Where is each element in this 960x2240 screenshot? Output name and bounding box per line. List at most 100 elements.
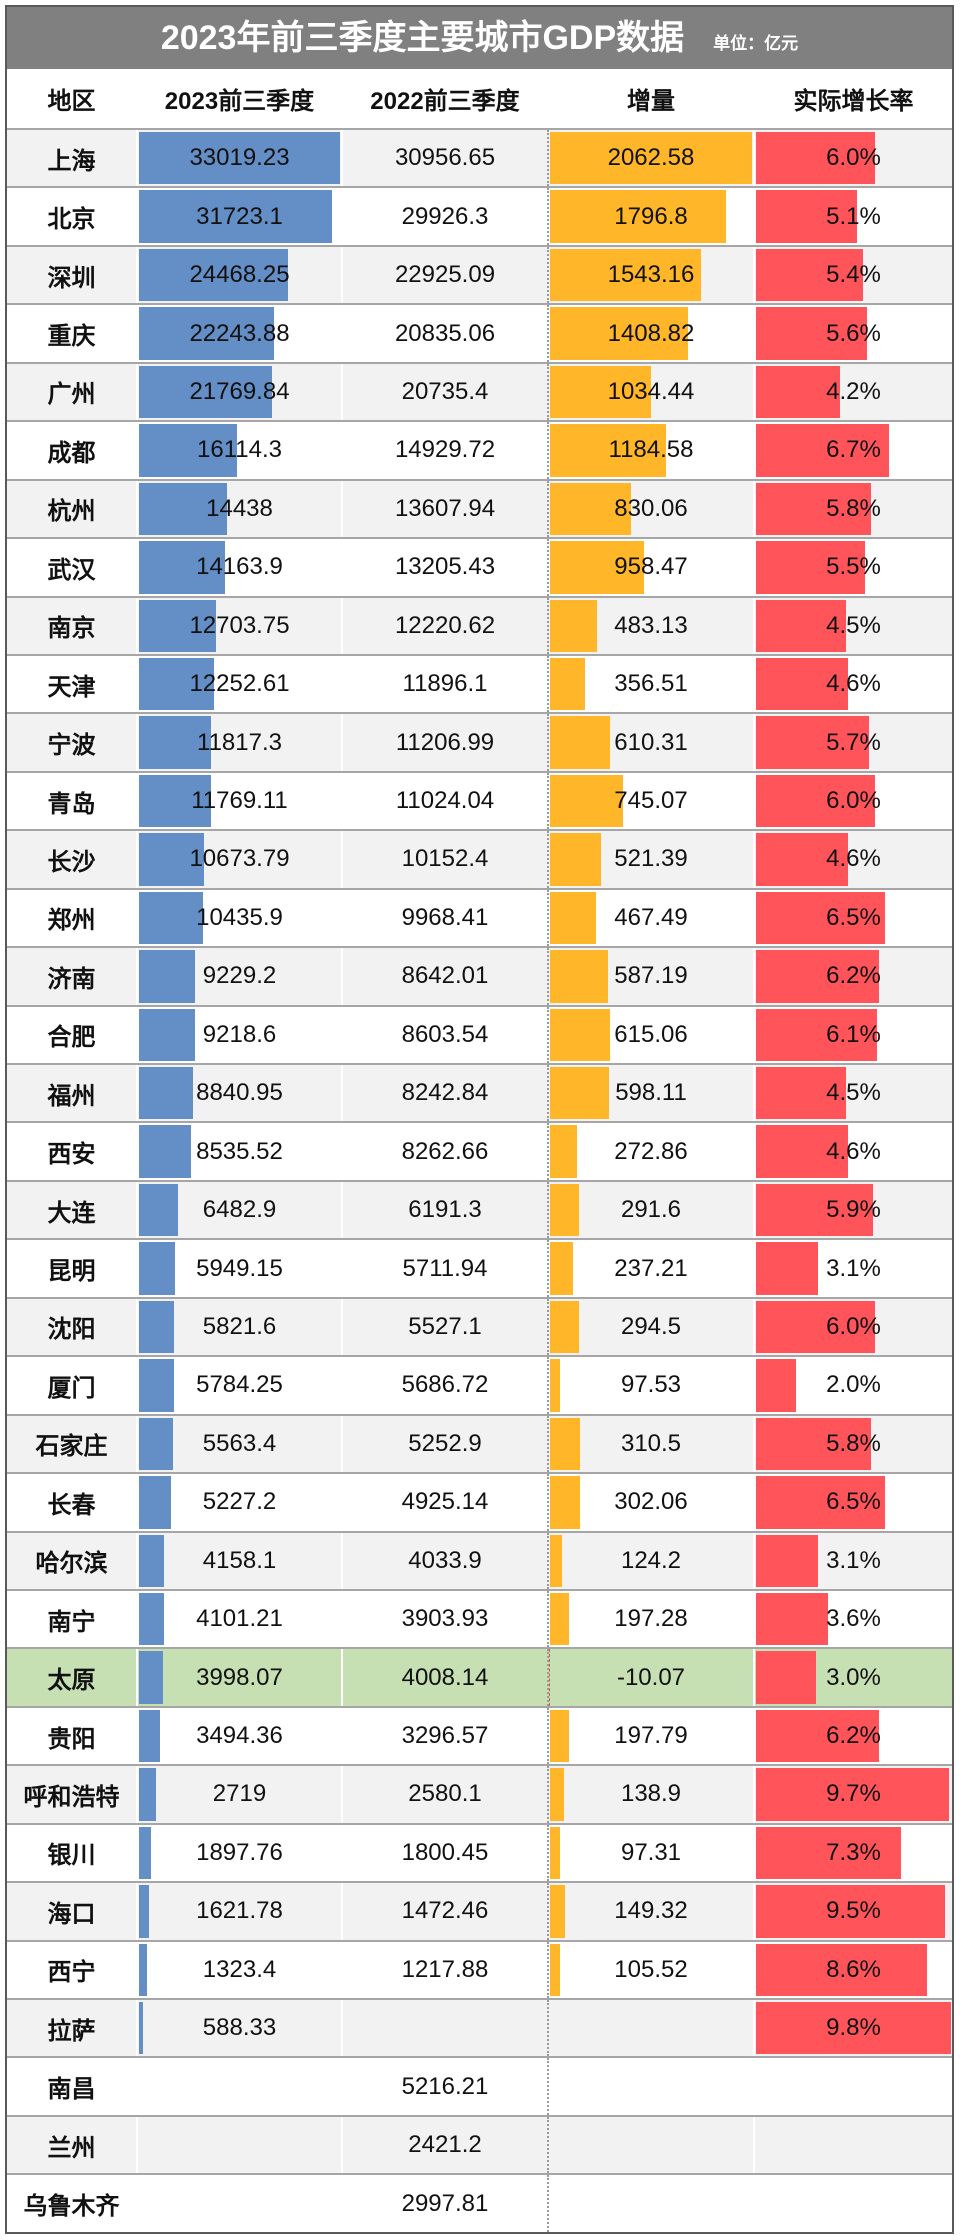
data-bar-growth-rate — [756, 1826, 902, 1880]
cell-city: 石家庄 — [7, 1416, 136, 1472]
city-name: 拉萨 — [47, 2017, 96, 2045]
growth-rate-value: 4.6% — [826, 670, 881, 698]
city-name: 乌鲁木齐 — [23, 2193, 120, 2221]
cell-increase — [547, 2058, 753, 2115]
header-cell-growth-rate: 实际增长率 — [753, 69, 952, 128]
gdp-2023-value: 4158.1 — [202, 1546, 277, 1574]
data-bar-track — [550, 1125, 752, 1178]
gdp-2023-value: 16114.3 — [197, 436, 282, 464]
cell-city: 呼和浩特 — [7, 1766, 136, 1822]
gdp-2023-value: 14438 — [206, 494, 273, 522]
data-bar-track — [139, 1008, 340, 1061]
cell-gdp-2023: 24468.25 — [136, 246, 341, 304]
data-bar-gdp-2023 — [139, 1359, 175, 1412]
growth-rate-value: 3.0% — [826, 1663, 881, 1691]
gdp-2022-value: 5711.94 — [402, 1254, 488, 1282]
data-bar-increase — [550, 1359, 560, 1412]
data-bar-track — [139, 1709, 340, 1763]
data-bar-track — [550, 248, 752, 302]
cell-growth-rate: 4.6% — [753, 655, 952, 713]
cell-gdp-2022: 11206.99 — [341, 714, 547, 771]
growth-rate-value: 6.0% — [826, 787, 881, 815]
city-name: 成都 — [47, 439, 96, 467]
data-bar-growth-rate — [756, 248, 864, 302]
increase-value: 587.19 — [614, 962, 688, 990]
cell-gdp-2022: 14929.72 — [341, 422, 547, 479]
data-bar-gdp-2023 — [139, 132, 340, 185]
data-bar-track — [756, 2119, 951, 2171]
cell-gdp-2022: 11024.04 — [341, 772, 547, 830]
cell-gdp-2022: 5216.21 — [341, 2058, 547, 2115]
data-bar-increase — [550, 365, 652, 419]
data-bar-growth-rate — [756, 1417, 872, 1471]
cell-city: 太原 — [7, 1649, 136, 1705]
cell-growth-rate: 4.2% — [753, 363, 952, 421]
growth-rate-value: 3.1% — [826, 1546, 881, 1574]
cell-gdp-2023: 11817.3 — [136, 714, 341, 771]
table-row: 海口 1621.78 1472.46 149.32 9.5% — [7, 1881, 952, 1940]
gdp-2022-value: 2997.81 — [401, 2189, 489, 2217]
city-name: 郑州 — [47, 907, 96, 935]
cell-growth-rate: 6.2% — [753, 948, 952, 1005]
increase-value: 302.06 — [614, 1488, 688, 1516]
data-bar-gdp-2023 — [139, 716, 211, 769]
growth-rate-value: 5.6% — [826, 319, 881, 347]
cell-growth-rate: 6.0% — [753, 772, 952, 830]
growth-rate-value: 6.5% — [826, 1488, 881, 1516]
gdp-2023-value: 2719 — [212, 1780, 267, 1808]
data-bar-track — [550, 1768, 752, 1821]
table-row: 西安 8535.52 8262.66 272.86 4.6% — [7, 1121, 952, 1180]
data-bar-track — [756, 2060, 951, 2112]
cell-growth-rate: 5.5% — [753, 539, 952, 596]
data-bar-growth-rate — [756, 1651, 816, 1704]
data-bar-gdp-2023 — [139, 482, 227, 536]
gdp-2023-value: 22243.88 — [189, 319, 290, 347]
data-bar-growth-rate — [756, 950, 880, 1003]
cell-increase: 958.47 — [547, 539, 753, 596]
growth-rate-value: 5.8% — [826, 1429, 881, 1457]
cell-growth-rate — [753, 2175, 952, 2232]
growth-rate-value: 3.1% — [826, 1254, 881, 1282]
table-row: 合肥 9218.6 8603.54 615.06 6.1% — [7, 1004, 952, 1063]
cell-gdp-2023: 1897.76 — [136, 1824, 341, 1882]
data-bar-gdp-2023 — [139, 1417, 173, 1471]
gdp-2023-value: 9218.6 — [202, 1020, 277, 1048]
increase-value: 138.9 — [620, 1780, 682, 1808]
data-bar-gdp-2023 — [139, 1943, 148, 1996]
data-bar-growth-rate — [756, 1592, 828, 1646]
table-row: 南昌 5216.21 — [7, 2056, 952, 2115]
increase-value: 2062.58 — [607, 144, 695, 172]
data-bar-growth-rate — [756, 1709, 880, 1763]
city-name: 深圳 — [47, 264, 96, 292]
data-bar-track — [756, 1885, 951, 1938]
increase-value: 97.53 — [620, 1371, 682, 1399]
data-bar-growth-rate — [756, 1359, 796, 1412]
data-bar-track — [756, 248, 951, 302]
data-bar-track — [550, 1359, 752, 1412]
increase-value: 958.47 — [614, 553, 688, 581]
cell-city: 拉萨 — [7, 2000, 136, 2056]
table-row: 太原 3998.07 4008.14 -10.07 3.0% — [7, 1647, 952, 1707]
city-name: 长春 — [47, 1491, 96, 1519]
data-bar-track — [756, 424, 951, 477]
increase-value: 483.13 — [614, 611, 688, 639]
city-name: 西宁 — [47, 1959, 96, 1987]
page-title: 2023年前三季度主要城市GDP数据 — [160, 19, 685, 57]
cell-city: 南宁 — [7, 1591, 136, 1647]
cell-gdp-2023: 5784.25 — [136, 1357, 341, 1414]
cell-city: 哈尔滨 — [7, 1533, 136, 1589]
table-row: 长沙 10673.79 10152.4 521.39 4.6% — [7, 829, 952, 888]
cell-growth-rate: 4.5% — [753, 1065, 952, 1122]
data-bar-track — [756, 1242, 951, 1295]
cell-city: 武汉 — [7, 539, 136, 595]
data-bar-track — [756, 307, 951, 360]
cell-growth-rate: 5.4% — [753, 246, 952, 304]
cell-increase: 587.19 — [547, 948, 753, 1005]
increase-value: 1543.16 — [607, 261, 695, 289]
cell-gdp-2023: 12703.75 — [136, 597, 341, 654]
growth-rate-value: 3.6% — [826, 1605, 881, 1633]
cell-growth-rate: 3.0% — [753, 1649, 952, 1706]
data-bar-growth-rate — [756, 599, 846, 652]
increase-value: 237.21 — [614, 1254, 688, 1282]
data-bar-track — [139, 2119, 340, 2171]
